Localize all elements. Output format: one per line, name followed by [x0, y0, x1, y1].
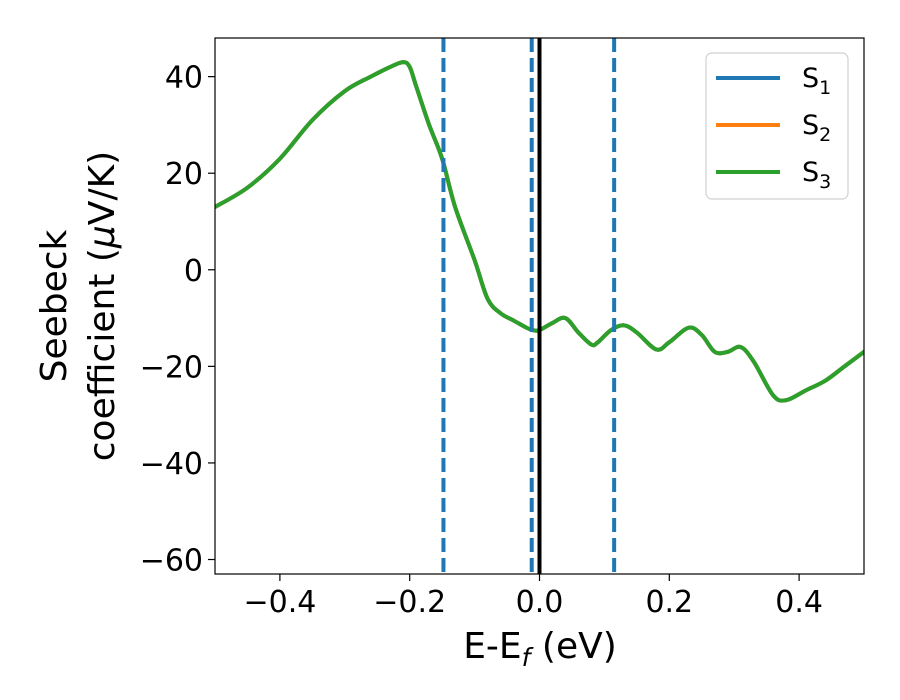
- y-axis-label-line1: Seebeck: [34, 229, 75, 382]
- y-tick-label: 0: [184, 254, 203, 289]
- y-tick-label: 40: [165, 61, 203, 96]
- plot-content: [215, 38, 864, 574]
- x-axis: −0.4 −0.2 0.0 0.2 0.4: [243, 574, 823, 620]
- y-tick-label: −20: [140, 350, 203, 385]
- legend-label-s2: S2: [802, 110, 831, 146]
- x-tick-label: 0.0: [516, 585, 564, 620]
- x-tick-label: −0.4: [243, 585, 316, 620]
- x-tick-label: −0.2: [373, 585, 446, 620]
- y-axis-label-line2: coefficient (μV/K): [82, 151, 123, 461]
- legend-label-s3: S3: [802, 157, 831, 193]
- legend-label-s1: S1: [802, 63, 831, 99]
- series-line-s3: [215, 60, 864, 403]
- x-tick-label: 0.4: [775, 585, 823, 620]
- x-axis-label: E-Ef (eV): [463, 626, 617, 672]
- y-axis: −60 −40 −20 0 20 40: [140, 61, 215, 579]
- y-tick-label: 20: [165, 157, 203, 192]
- plot-area: [215, 38, 864, 574]
- y-tick-label: −40: [140, 447, 203, 482]
- legend: S1 S2 S3: [705, 52, 849, 200]
- x-tick-label: 0.2: [645, 585, 693, 620]
- y-tick-label: −60: [140, 544, 203, 579]
